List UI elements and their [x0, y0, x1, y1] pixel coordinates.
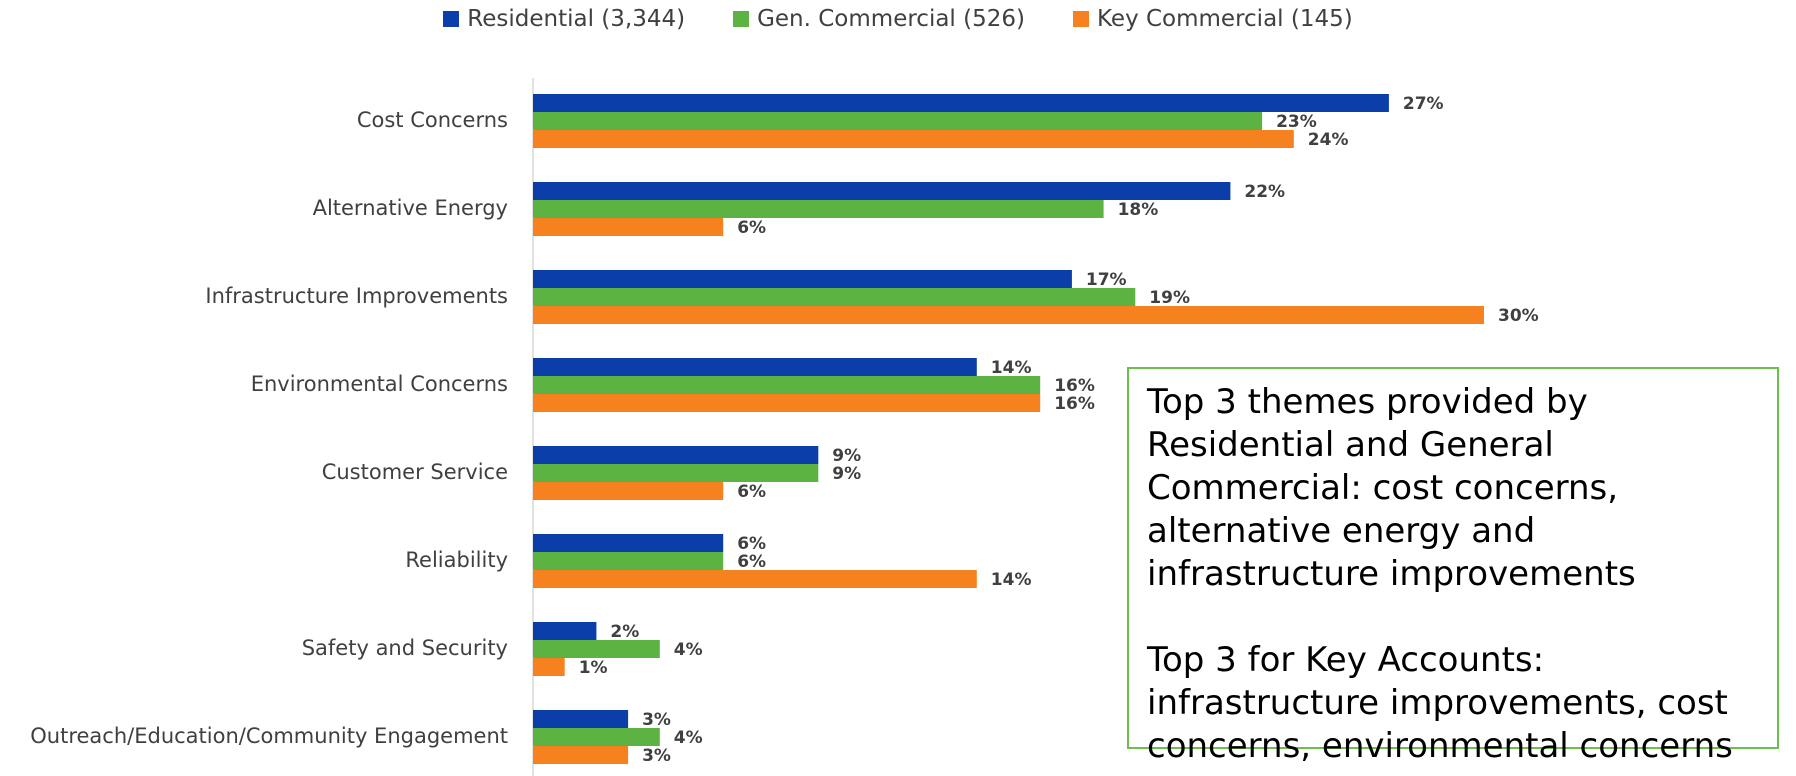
value-label-gen-commercial-cost-concerns: 23% [1276, 112, 1317, 132]
bar-key-commercial-outreach-education-community-engagement [533, 746, 629, 764]
bar-residential-infrastructure-improvements [533, 270, 1072, 288]
legend-item-key-commercial: Key Commercial (145) [1072, 6, 1353, 32]
bar-gen-commercial-infrastructure-improvements [533, 288, 1136, 306]
legend-label-key-commercial: Key Commercial (145) [1096, 6, 1353, 32]
bar-gen-commercial-environmental-concerns [533, 376, 1041, 394]
bar-gen-commercial-alternative-energy [533, 200, 1104, 218]
value-label-key-commercial-customer-service: 6% [737, 482, 766, 502]
value-label-gen-commercial-customer-service: 9% [832, 464, 861, 484]
bar-gen-commercial-outreach-education-community-engagement [533, 728, 660, 746]
value-label-residential-customer-service: 9% [832, 446, 861, 466]
bar-key-commercial-alternative-energy [533, 218, 724, 236]
value-label-key-commercial-safety-and-security: 1% [579, 658, 608, 678]
bar-key-commercial-cost-concerns [533, 130, 1294, 148]
category-label-cost-concerns: Cost Concerns [357, 108, 508, 132]
bar-residential-reliability [533, 534, 724, 552]
value-label-gen-commercial-alternative-energy: 18% [1118, 200, 1159, 220]
summary-note-box: Top 3 themes provided by Residential and… [1127, 367, 1779, 766]
bar-gen-commercial-reliability [533, 552, 724, 570]
category-label-environmental-concerns: Environmental Concerns [251, 372, 508, 396]
category-label-reliability: Reliability [405, 548, 508, 572]
value-label-residential-reliability: 6% [737, 534, 766, 554]
bar-key-commercial-infrastructure-improvements [533, 306, 1484, 324]
value-label-key-commercial-alternative-energy: 6% [737, 218, 766, 238]
bar-residential-environmental-concerns [533, 358, 977, 376]
value-label-gen-commercial-safety-and-security: 4% [674, 640, 703, 660]
category-label-alternative-energy: Alternative Energy [313, 196, 508, 220]
bar-key-commercial-reliability [533, 570, 977, 588]
legend-swatch-residential [443, 11, 460, 27]
bar-gen-commercial-safety-and-security [533, 640, 660, 658]
value-label-key-commercial-outreach-education-community-engagement: 3% [642, 746, 671, 766]
chart-legend: Residential (3,344) Gen. Commercial (526… [0, 6, 1796, 32]
bar-residential-alternative-energy [533, 182, 1231, 200]
value-label-residential-environmental-concerns: 14% [991, 358, 1032, 378]
value-label-key-commercial-reliability: 14% [991, 570, 1032, 590]
value-label-residential-infrastructure-improvements: 17% [1086, 270, 1127, 290]
category-label-outreach-education-community-engagement: Outreach/Education/Community Engagement [30, 724, 508, 748]
bar-residential-outreach-education-community-engagement [533, 710, 629, 728]
legend-label-residential: Residential (3,344) [467, 6, 686, 32]
value-label-gen-commercial-environmental-concerns: 16% [1054, 376, 1095, 396]
value-label-residential-cost-concerns: 27% [1403, 94, 1444, 114]
value-label-residential-alternative-energy: 22% [1244, 182, 1285, 202]
legend-swatch-gen-commercial [733, 11, 750, 27]
category-label-customer-service: Customer Service [322, 460, 508, 484]
bar-key-commercial-safety-and-security [533, 658, 565, 676]
bar-gen-commercial-customer-service [533, 464, 819, 482]
value-label-gen-commercial-outreach-education-community-engagement: 4% [674, 728, 703, 748]
category-label-infrastructure-improvements: Infrastructure Improvements [205, 284, 508, 308]
value-label-gen-commercial-reliability: 6% [737, 552, 766, 572]
value-label-residential-safety-and-security: 2% [610, 622, 639, 642]
bar-residential-safety-and-security [533, 622, 597, 640]
legend-item-gen-commercial: Gen. Commercial (526) [733, 6, 1025, 32]
bar-residential-cost-concerns [533, 94, 1389, 112]
category-label-safety-and-security: Safety and Security [302, 636, 508, 660]
bar-gen-commercial-cost-concerns [533, 112, 1263, 130]
summary-note-paragraph-1: Top 3 themes provided by Residential and… [1147, 382, 1636, 594]
value-label-residential-outreach-education-community-engagement: 3% [642, 710, 671, 730]
bar-key-commercial-customer-service [533, 482, 724, 500]
value-label-key-commercial-cost-concerns: 24% [1308, 130, 1349, 150]
bar-key-commercial-environmental-concerns [533, 394, 1041, 412]
summary-note-paragraph-2: Top 3 for Key Accounts: infrastructure i… [1147, 640, 1733, 766]
value-label-key-commercial-environmental-concerns: 16% [1054, 394, 1095, 414]
value-label-gen-commercial-infrastructure-improvements: 19% [1149, 288, 1190, 308]
legend-swatch-key-commercial [1072, 11, 1089, 27]
bar-residential-customer-service [533, 446, 819, 464]
value-label-key-commercial-infrastructure-improvements: 30% [1498, 306, 1539, 326]
legend-label-gen-commercial: Gen. Commercial (526) [757, 6, 1025, 32]
legend-item-residential: Residential (3,344) [443, 6, 685, 32]
